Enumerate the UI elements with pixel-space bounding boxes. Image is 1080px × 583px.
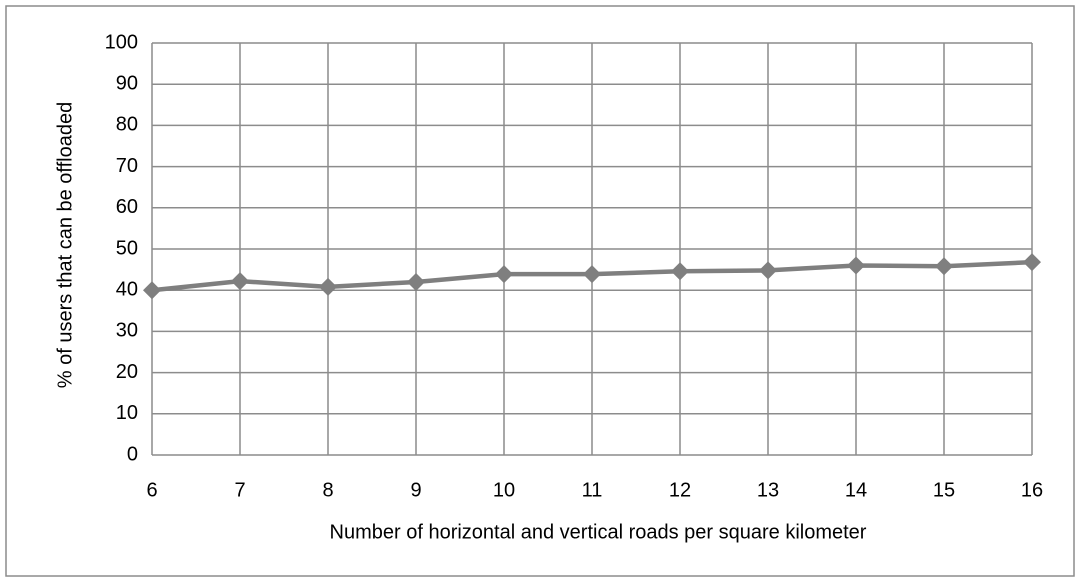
y-tick-label: 90	[116, 72, 138, 94]
marker	[1023, 253, 1041, 272]
marker	[319, 277, 337, 296]
marker	[847, 256, 865, 275]
y-tick-label: 60	[116, 196, 138, 218]
x-tick-label: 10	[493, 479, 515, 501]
x-tick-label: 16	[1021, 479, 1043, 501]
x-tick-label: 12	[669, 479, 691, 501]
marker	[759, 261, 777, 280]
marker	[495, 265, 513, 284]
chart-frame	[5, 5, 1075, 577]
x-tick-label: 15	[933, 479, 955, 501]
x-tick-label: 6	[146, 479, 157, 501]
x-tick-label: 11	[582, 479, 603, 501]
marker	[583, 265, 601, 284]
x-tick-label: 14	[845, 479, 867, 501]
x-axis-label: Number of horizontal and vertical roads …	[330, 521, 867, 543]
y-tick-label: 70	[116, 155, 138, 177]
y-tick-label: 100	[105, 31, 138, 53]
marker	[407, 272, 425, 291]
marker	[231, 272, 249, 291]
marker	[671, 262, 689, 281]
y-tick-label: 80	[116, 114, 138, 136]
y-tick-label: 10	[116, 402, 138, 424]
y-tick-label: 20	[116, 361, 138, 383]
y-tick-label: 0	[127, 443, 138, 465]
x-tick-label: 8	[322, 479, 333, 501]
x-tick-label: 7	[234, 479, 245, 501]
y-tick-label: 30	[116, 320, 138, 342]
y-tick-label: 40	[116, 278, 138, 300]
marker	[143, 281, 161, 300]
y-tick-label: 50	[116, 237, 138, 259]
x-tick-label: 13	[757, 479, 779, 501]
x-tick-label: 9	[410, 479, 421, 501]
y-axis-label: % of users that can be offloaded	[54, 102, 76, 389]
marker	[935, 257, 953, 276]
